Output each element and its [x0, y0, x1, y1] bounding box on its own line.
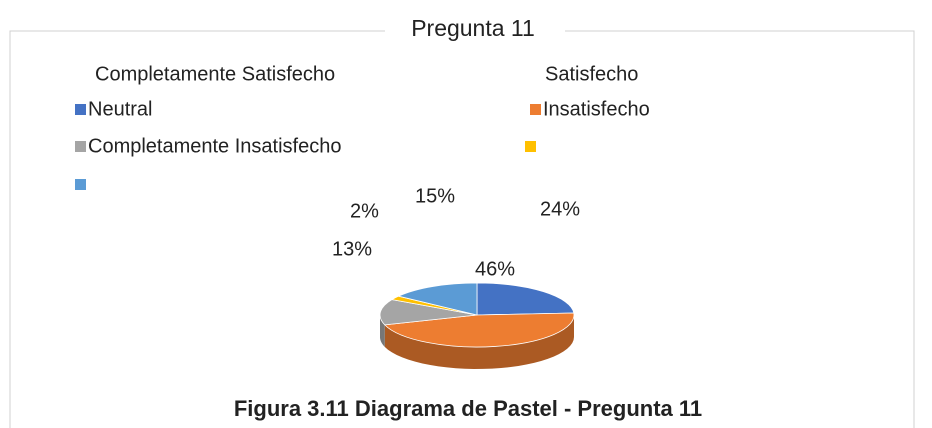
legend-label: Insatisfecho — [543, 98, 650, 120]
slice-side — [384, 315, 574, 369]
pie — [379, 282, 575, 369]
legend-label: Neutral — [88, 98, 152, 120]
legend-swatch — [75, 104, 86, 115]
slice — [379, 299, 478, 326]
data-label: 13% — [332, 238, 372, 260]
title-bg — [385, 18, 565, 44]
chart-title: Pregunta 11 — [411, 15, 535, 41]
data-label: 24% — [540, 198, 580, 220]
legend-header: Satisfecho — [545, 63, 638, 85]
legend-label: Completamente Insatisfecho — [88, 135, 341, 157]
slice — [476, 282, 575, 316]
slice — [383, 312, 575, 348]
caption: Figura 3.11 Diagrama de Pastel - Pregunt… — [234, 396, 702, 421]
legend-swatch — [525, 141, 536, 152]
legend-swatch — [75, 179, 86, 190]
slice-side — [380, 315, 385, 347]
data-label: 15% — [415, 185, 455, 207]
slice — [397, 282, 478, 316]
legend-swatch — [530, 104, 541, 115]
legend-header: Completamente Satisfecho — [95, 63, 335, 85]
data-label: 46% — [475, 258, 515, 280]
legend-swatch — [75, 141, 86, 152]
data-label: 2% — [350, 200, 379, 222]
